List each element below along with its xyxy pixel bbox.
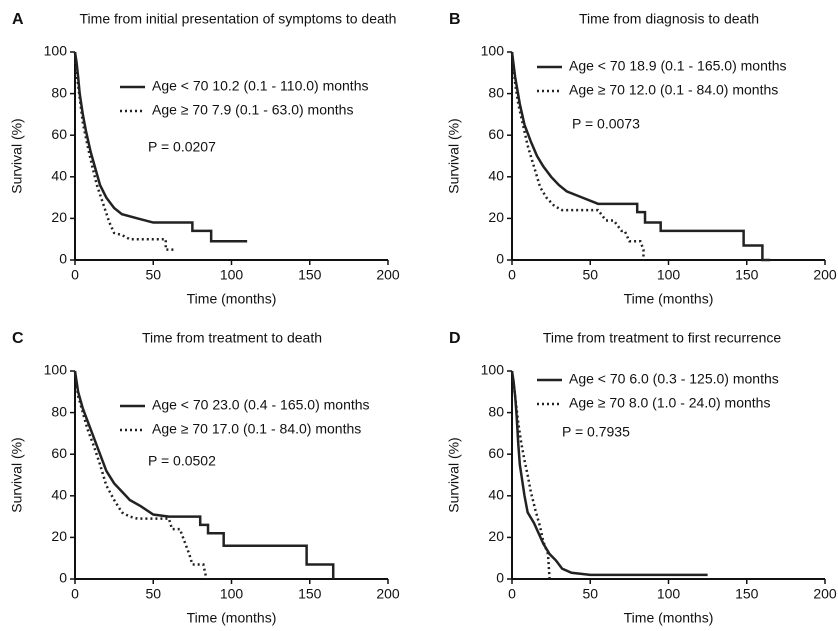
survival-curve bbox=[510, 51, 771, 262]
chart-title: Time from treatment to first recurrence bbox=[543, 330, 782, 346]
y-tick-label: 0 bbox=[496, 251, 504, 267]
x-tick-label: 100 bbox=[657, 267, 681, 283]
y-tick-label: 0 bbox=[496, 570, 504, 586]
x-tick-label: 100 bbox=[220, 586, 244, 602]
y-tick-label: 60 bbox=[51, 126, 67, 142]
x-tick-label: 50 bbox=[582, 586, 598, 602]
y-tick-label: 100 bbox=[44, 43, 68, 59]
x-axis-label: Time (months) bbox=[187, 291, 277, 307]
panel: C Time from treatment to death 0 50 100 150 20… bbox=[9, 330, 400, 626]
y-tick-label: 40 bbox=[488, 487, 504, 503]
y-tick-label: 80 bbox=[51, 403, 67, 419]
x-tick-label: 200 bbox=[376, 267, 400, 283]
x-tick-label: 0 bbox=[508, 267, 516, 283]
y-tick-label: 20 bbox=[51, 209, 67, 225]
y-tick-label: 80 bbox=[488, 403, 504, 419]
legend-label: Age ≥ 70 7.9 (0.1 - 63.0) months bbox=[152, 102, 353, 118]
y-tick-label: 60 bbox=[51, 445, 67, 461]
survival-curve bbox=[73, 370, 335, 579]
p-value: P = 0.0502 bbox=[148, 453, 216, 469]
survival-curve bbox=[73, 51, 174, 251]
panel: D Time from treatment to first recurrence… bbox=[446, 330, 837, 626]
panel: A Time from initial presentation of sympt… bbox=[9, 11, 400, 307]
chart-title: Time from initial presentation of sympto… bbox=[80, 11, 397, 27]
x-tick-label: 50 bbox=[582, 267, 598, 283]
y-tick-label: 80 bbox=[51, 84, 67, 100]
panel-label: B bbox=[449, 11, 461, 28]
y-tick-label: 20 bbox=[488, 209, 504, 225]
x-tick-label: 0 bbox=[71, 267, 79, 283]
panel: B Time from diagnosis to death 0 50 100 150 20… bbox=[446, 11, 837, 307]
x-tick-label: 150 bbox=[735, 267, 759, 283]
chart-title: Time from diagnosis to death bbox=[579, 11, 759, 27]
y-axis-label: Survival (%) bbox=[9, 437, 25, 512]
y-tick-label: 40 bbox=[488, 168, 504, 184]
y-tick-label: 40 bbox=[51, 168, 67, 184]
x-tick-label: 150 bbox=[298, 267, 322, 283]
x-axis-label: Time (months) bbox=[624, 291, 714, 307]
x-tick-label: 200 bbox=[813, 586, 837, 602]
x-tick-label: 0 bbox=[71, 586, 79, 602]
x-tick-label: 50 bbox=[145, 267, 161, 283]
survival-curve bbox=[510, 51, 645, 260]
x-tick-label: 200 bbox=[376, 586, 400, 602]
x-axis-label: Time (months) bbox=[187, 610, 277, 626]
chart-title: Time from treatment to death bbox=[142, 330, 322, 346]
survival-curve bbox=[510, 370, 551, 580]
y-tick-label: 100 bbox=[481, 362, 505, 378]
p-value: P = 0.0073 bbox=[572, 116, 640, 132]
panel-label: C bbox=[12, 330, 24, 347]
p-value: P = 0.7935 bbox=[562, 424, 630, 440]
x-axis-label: Time (months) bbox=[624, 610, 714, 626]
panel-label: A bbox=[12, 11, 24, 28]
x-tick-label: 0 bbox=[508, 586, 516, 602]
y-tick-label: 20 bbox=[51, 528, 67, 544]
p-value: P = 0.0207 bbox=[148, 139, 216, 155]
y-tick-label: 80 bbox=[488, 84, 504, 100]
legend-label: Age ≥ 70 8.0 (1.0 - 24.0) months bbox=[569, 395, 770, 411]
legend-label: Age < 70 10.2 (0.1 - 110.0) months bbox=[152, 78, 369, 94]
x-tick-label: 100 bbox=[657, 586, 681, 602]
legend-label: Age < 70 23.0 (0.4 - 165.0) months bbox=[152, 397, 370, 413]
y-tick-label: 0 bbox=[59, 570, 67, 586]
y-axis-label: Survival (%) bbox=[446, 437, 462, 512]
legend-label: Age < 70 18.9 (0.1 - 165.0) months bbox=[569, 58, 787, 74]
y-tick-label: 100 bbox=[44, 362, 68, 378]
y-tick-label: 20 bbox=[488, 528, 504, 544]
y-axis-label: Survival (%) bbox=[9, 118, 25, 193]
legend-label: Age < 70 6.0 (0.3 - 125.0) months bbox=[569, 371, 779, 387]
x-tick-label: 150 bbox=[735, 586, 759, 602]
x-tick-label: 50 bbox=[145, 586, 161, 602]
legend-label: Age ≥ 70 12.0 (0.1 - 84.0) months bbox=[569, 82, 778, 98]
x-tick-label: 200 bbox=[813, 267, 837, 283]
y-tick-label: 0 bbox=[59, 251, 67, 267]
y-tick-label: 60 bbox=[488, 126, 504, 142]
y-tick-label: 60 bbox=[488, 445, 504, 461]
y-tick-label: 100 bbox=[481, 43, 505, 59]
legend-label: Age ≥ 70 17.0 (0.1 - 84.0) months bbox=[152, 421, 361, 437]
x-tick-label: 100 bbox=[220, 267, 244, 283]
y-axis-label: Survival (%) bbox=[446, 118, 462, 193]
y-tick-label: 40 bbox=[51, 487, 67, 503]
panel-label: D bbox=[449, 330, 461, 347]
x-tick-label: 150 bbox=[298, 586, 322, 602]
